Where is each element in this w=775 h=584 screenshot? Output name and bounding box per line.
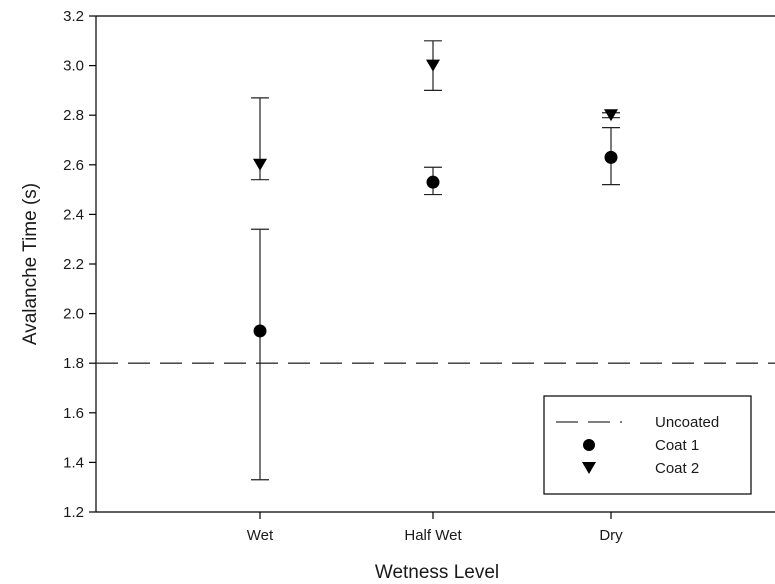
- coat-1-point: [604, 150, 618, 164]
- coat-1-point: [253, 324, 267, 338]
- y-tick-label: 2.8: [63, 107, 84, 124]
- y-tick-label: 2.6: [63, 157, 84, 174]
- legend-swatch-coat-2: [582, 462, 596, 474]
- y-tick-label: 2.0: [63, 306, 84, 323]
- coat-1-point: [426, 175, 440, 189]
- x-tick-label: Dry: [599, 527, 623, 544]
- legend-label: Coat 2: [655, 460, 699, 477]
- y-tick-label: 2.2: [63, 256, 84, 273]
- legend: Uncoated Coat 1 Coat 2: [543, 395, 752, 495]
- y-tick-label: 1.4: [63, 454, 84, 471]
- legend-swatch-coat-1: [583, 439, 595, 451]
- legend-label: Coat 1: [655, 437, 699, 454]
- y-tick-label: 1.2: [63, 504, 84, 521]
- y-tick-label: 3.2: [63, 8, 84, 25]
- x-axis-label: Wetness Level: [375, 562, 499, 583]
- data-markers: [253, 59, 618, 338]
- coat-2-point: [426, 59, 440, 72]
- y-tick-label: 2.4: [63, 206, 84, 223]
- legend-label: Uncoated: [655, 414, 719, 431]
- y-axis-label: Avalanche Time (s): [20, 183, 41, 345]
- y-tick-label: 1.6: [63, 405, 84, 422]
- legend-box: [543, 395, 752, 495]
- axes: 1.2 1.4 1.6 1.8 2.0 2.2 2.4 2.6 2.8 3.0 3.2 Wet Half…: [63, 8, 775, 544]
- coat-2-point: [604, 109, 618, 122]
- y-tick-label: 1.8: [63, 355, 84, 372]
- coat-2-point: [253, 158, 267, 171]
- x-tick-label: Half Wet: [404, 527, 462, 544]
- y-tick-label: 3.0: [63, 58, 84, 75]
- x-tick-label: Wet: [247, 527, 274, 544]
